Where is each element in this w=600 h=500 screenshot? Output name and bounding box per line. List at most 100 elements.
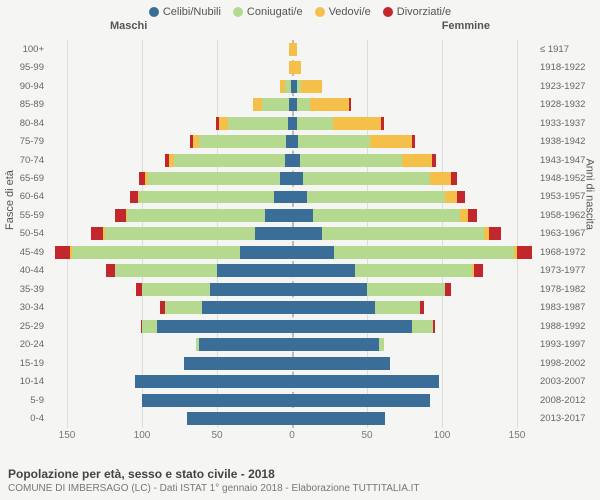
legend-label: Coniugati/e: [247, 6, 303, 18]
age-row: 20-241993-1997: [52, 336, 532, 354]
bar-seg: [412, 135, 415, 148]
bar-seg: [355, 264, 472, 277]
male-bar: [52, 394, 292, 407]
bar-seg: [240, 246, 293, 259]
celibi-swatch: [149, 7, 159, 17]
age-row: 45-491968-1972: [52, 243, 532, 261]
female-bar: [292, 191, 532, 204]
age-label: 60-64: [2, 191, 44, 202]
bar-seg: [210, 283, 293, 296]
female-bar: [292, 117, 532, 130]
year-label: 1973-1977: [540, 265, 598, 276]
year-label: 1938-1942: [540, 136, 598, 147]
bar-seg: [217, 264, 292, 277]
bar-seg: [303, 172, 431, 185]
bar-seg: [375, 301, 420, 314]
female-bar: [292, 357, 532, 370]
bar-seg: [91, 227, 103, 240]
age-label: 50-54: [2, 228, 44, 239]
bar-seg: [292, 227, 322, 240]
bar-seg: [285, 154, 293, 167]
male-bar: [52, 357, 292, 370]
bar-seg: [322, 227, 484, 240]
bar-seg: [72, 246, 240, 259]
bar-seg: [130, 191, 138, 204]
legend-item-celibi: Celibi/Nubili: [149, 6, 221, 18]
male-bar: [52, 61, 292, 74]
bar-seg: [105, 227, 255, 240]
side-headers: Maschi Femmine: [0, 20, 600, 32]
x-axis: 15010050050100150: [52, 430, 532, 444]
bar-seg: [301, 80, 322, 93]
age-label: 0-4: [2, 413, 44, 424]
legend-item-divorziati: Divorziati/e: [383, 6, 451, 18]
male-bar: [52, 320, 292, 333]
male-bar: [52, 283, 292, 296]
age-label: 65-69: [2, 173, 44, 184]
bar-seg: [489, 227, 501, 240]
bar-seg: [310, 98, 349, 111]
year-label: 1923-1927: [540, 81, 598, 92]
bar-seg: [460, 209, 468, 222]
female-bar: [292, 375, 532, 388]
female-bar: [292, 412, 532, 425]
bar-seg: [297, 98, 311, 111]
bar-seg: [292, 246, 334, 259]
chart-title: Popolazione per età, sesso e stato civil…: [8, 467, 592, 481]
male-bar: [52, 227, 292, 240]
year-label: 1963-1967: [540, 228, 598, 239]
bar-seg: [202, 301, 292, 314]
age-label: 30-34: [2, 302, 44, 313]
year-label: 2008-2012: [540, 395, 598, 406]
female-bar: [292, 61, 532, 74]
bar-seg: [292, 412, 385, 425]
bar-seg: [255, 227, 293, 240]
bar-seg: [142, 283, 210, 296]
male-bar: [52, 154, 292, 167]
bar-seg: [280, 172, 292, 185]
bar-seg: [292, 43, 297, 56]
bar-seg: [187, 412, 292, 425]
legend-label: Vedovi/e: [329, 6, 371, 18]
bar-seg: [292, 264, 355, 277]
age-label: 15-19: [2, 358, 44, 369]
male-bar: [52, 135, 292, 148]
age-label: 25-29: [2, 321, 44, 332]
year-label: 1943-1947: [540, 155, 598, 166]
year-label: 1998-2002: [540, 358, 598, 369]
age-label: 35-39: [2, 284, 44, 295]
bar-seg: [135, 375, 293, 388]
x-tick: 50: [361, 430, 372, 441]
bar-seg: [367, 283, 445, 296]
age-label: 40-44: [2, 265, 44, 276]
age-row: 25-291988-1992: [52, 317, 532, 335]
bar-seg: [307, 191, 445, 204]
bar-seg: [253, 98, 262, 111]
bar-seg: [468, 209, 477, 222]
year-label: ≤ 1917: [540, 44, 598, 55]
male-bar: [52, 43, 292, 56]
bar-seg: [292, 172, 303, 185]
male-bar: [52, 172, 292, 185]
female-bar: [292, 394, 532, 407]
year-label: 1953-1957: [540, 191, 598, 202]
bar-seg: [370, 135, 412, 148]
male-bar: [52, 246, 292, 259]
bar-seg: [174, 154, 285, 167]
bar-seg: [474, 264, 483, 277]
year-label: 1958-1962: [540, 210, 598, 221]
bar-seg: [292, 283, 367, 296]
bar-seg: [292, 394, 430, 407]
x-tick: 150: [59, 430, 76, 441]
bar-seg: [106, 264, 115, 277]
bar-seg: [349, 98, 351, 111]
bar-seg: [313, 209, 460, 222]
bar-seg: [402, 154, 432, 167]
female-bar: [292, 227, 532, 240]
x-tick: 150: [509, 430, 526, 441]
bar-seg: [298, 135, 370, 148]
age-label: 95-99: [2, 62, 44, 73]
male-bar: [52, 191, 292, 204]
age-label: 100+: [2, 44, 44, 55]
bar-seg: [115, 209, 126, 222]
